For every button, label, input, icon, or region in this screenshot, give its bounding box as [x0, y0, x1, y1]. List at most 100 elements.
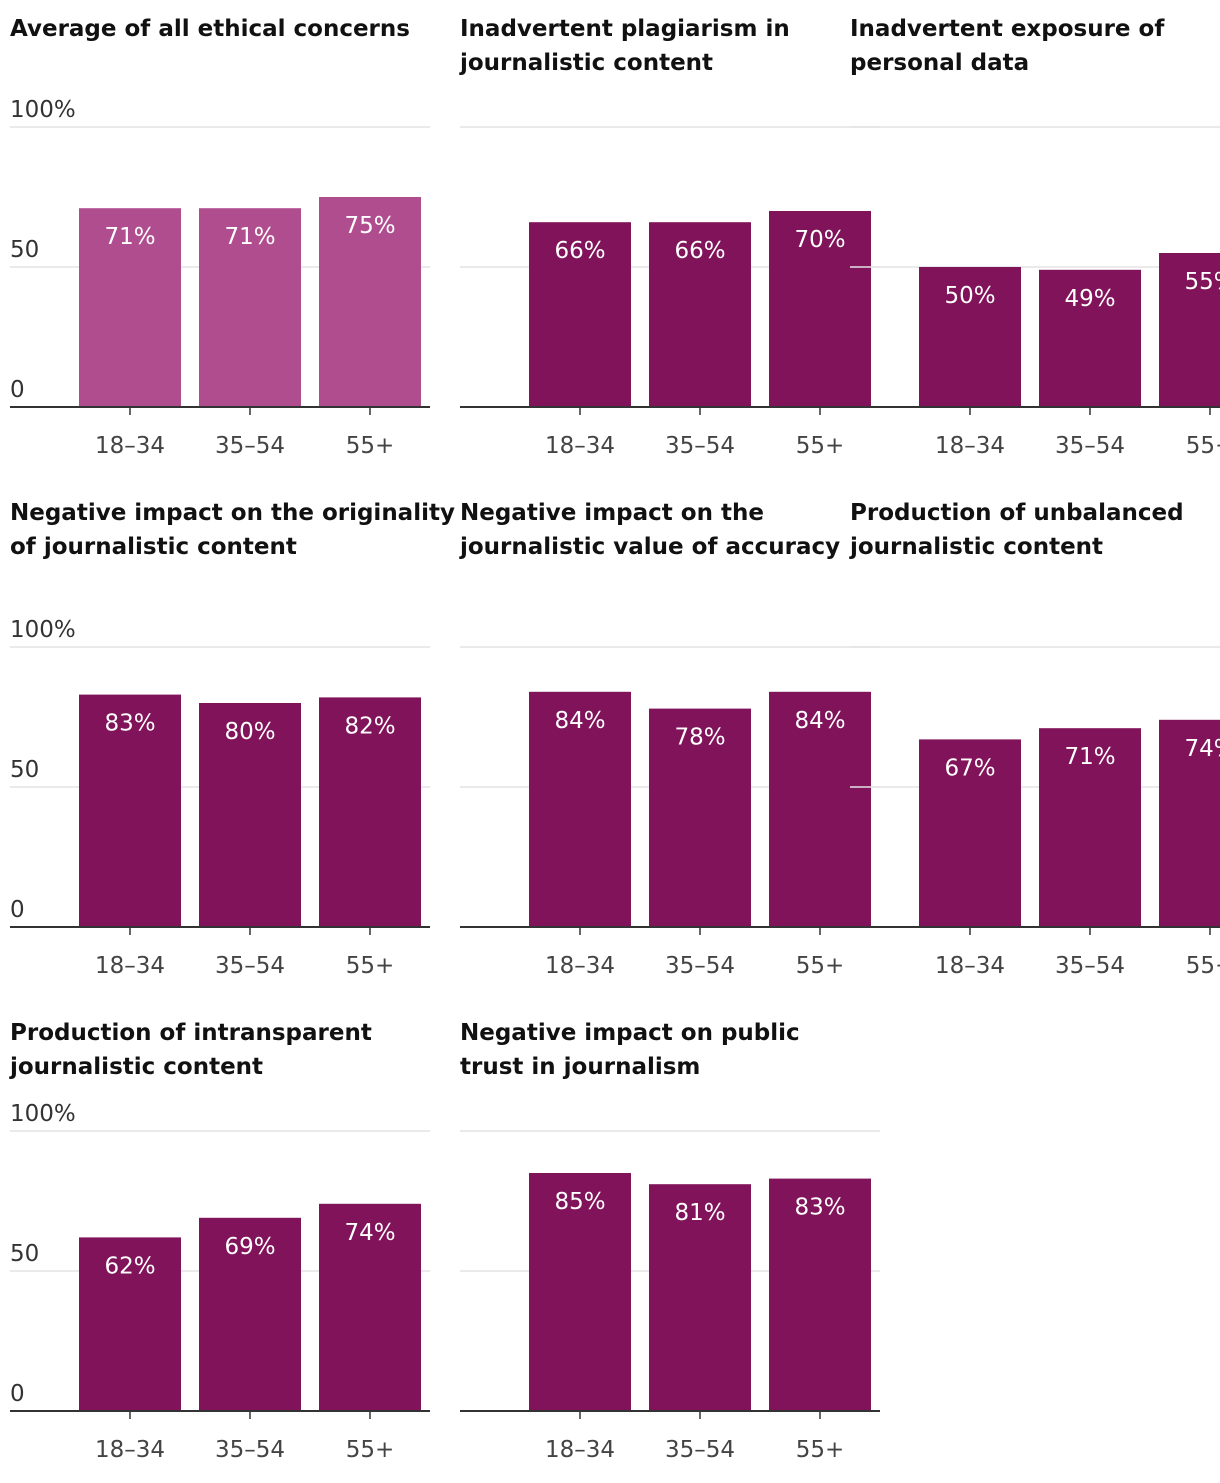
data-label: 50% — [944, 283, 995, 309]
panel-title: journalistic value of accuracy — [459, 534, 840, 560]
bar — [319, 1203, 421, 1411]
x-tick-label: 55+ — [1186, 433, 1220, 459]
chart-panel: Production of unbalanced journalistic con… — [849, 500, 1220, 979]
bar — [529, 691, 631, 927]
data-label: 84% — [794, 708, 845, 734]
x-tick-label: 35–54 — [215, 953, 285, 979]
bar — [769, 691, 871, 927]
bar — [1159, 719, 1220, 927]
x-tick-label: 55+ — [796, 953, 845, 979]
x-tick-label: 35–54 — [665, 433, 735, 459]
chart-panel: Inadvertent exposure of personal data 50% 1… — [850, 16, 1220, 459]
x-tick-label: 18–34 — [95, 433, 165, 459]
bar — [199, 703, 301, 927]
y-tick-label: 0 — [10, 1381, 25, 1407]
panel-title: Negative impact on public — [460, 1020, 800, 1046]
data-label: 81% — [674, 1200, 725, 1226]
panel-title: journalistic content — [849, 534, 1103, 560]
bar — [1039, 269, 1141, 407]
x-tick-label: 55+ — [796, 433, 845, 459]
y-tick-label: 50 — [10, 757, 39, 783]
data-label: 83% — [104, 711, 155, 737]
x-tick-label: 55+ — [346, 953, 395, 979]
panel-title: journalistic content — [9, 1054, 263, 1080]
x-tick-label: 55+ — [346, 433, 395, 459]
data-label: 71% — [1064, 744, 1115, 770]
panel-title: journalistic content — [459, 50, 713, 76]
panel-title: Negative impact on the — [460, 500, 764, 526]
x-tick-label: 55+ — [1186, 953, 1220, 979]
bar — [79, 694, 181, 927]
y-tick-label: 0 — [10, 377, 25, 403]
data-label: 74% — [1184, 736, 1220, 762]
x-tick-label: 35–54 — [665, 953, 735, 979]
y-tick-label: 50 — [10, 1241, 39, 1267]
data-label: 67% — [944, 755, 995, 781]
x-tick-label: 18–34 — [95, 1437, 165, 1463]
x-tick-label: 18–34 — [545, 953, 615, 979]
chart-panel: Negative impact on the originality of jou… — [10, 500, 455, 979]
chart-panel: Negative impact on the journalistic value… — [459, 500, 880, 979]
bar — [319, 197, 421, 407]
bar — [919, 267, 1021, 407]
x-tick-label: 18–34 — [95, 953, 165, 979]
bar — [529, 1173, 631, 1411]
bar — [769, 211, 871, 407]
chart-panel: Inadvertent plagiarism in journalistic co… — [459, 16, 880, 459]
data-label: 62% — [104, 1253, 155, 1279]
y-tick-label: 100% — [10, 617, 76, 643]
data-label: 75% — [344, 213, 395, 239]
y-tick-label: 100% — [10, 1101, 76, 1127]
data-label: 66% — [554, 238, 605, 264]
y-tick-label: 0 — [10, 897, 25, 923]
bar — [649, 708, 751, 927]
x-tick-label: 18–34 — [935, 433, 1005, 459]
x-tick-label: 55+ — [346, 1437, 395, 1463]
data-label: 71% — [104, 224, 155, 250]
panel-title: Production of intransparent — [10, 1020, 372, 1046]
x-tick-label: 35–54 — [1055, 953, 1125, 979]
panel-title: Inadvertent plagiarism in — [460, 16, 790, 42]
data-label: 49% — [1064, 286, 1115, 312]
panel-title: trust in journalism — [460, 1054, 700, 1080]
data-label: 80% — [224, 719, 275, 745]
y-tick-label: 100% — [10, 97, 76, 123]
chart-panel: Average of all ethical concerns 100% 50 0 71… — [10, 16, 430, 459]
bar — [79, 208, 181, 407]
bar — [199, 1217, 301, 1411]
data-label: 85% — [554, 1189, 605, 1215]
data-label: 74% — [344, 1220, 395, 1246]
data-label: 71% — [224, 224, 275, 250]
data-label: 66% — [674, 238, 725, 264]
panel-title: Negative impact on the originality — [10, 500, 455, 526]
x-tick-label: 18–34 — [545, 1437, 615, 1463]
panel-title: Inadvertent exposure of — [850, 16, 1165, 42]
bar — [769, 1178, 871, 1411]
panel-title: Average of all ethical concerns — [10, 16, 410, 42]
x-tick-label: 55+ — [796, 1437, 845, 1463]
data-label: 84% — [554, 708, 605, 734]
bar — [199, 208, 301, 407]
data-label: 83% — [794, 1195, 845, 1221]
data-label: 55% — [1184, 269, 1220, 295]
data-label: 70% — [794, 227, 845, 253]
x-tick-label: 35–54 — [665, 1437, 735, 1463]
y-tick-label: 50 — [10, 237, 39, 263]
bar — [1159, 253, 1220, 407]
bar — [649, 1184, 751, 1411]
x-tick-label: 18–34 — [545, 433, 615, 459]
bar — [919, 739, 1021, 927]
data-label: 78% — [674, 725, 725, 751]
bar — [529, 222, 631, 407]
x-tick-label: 35–54 — [1055, 433, 1125, 459]
bar — [79, 1237, 181, 1411]
x-tick-label: 18–34 — [935, 953, 1005, 979]
panel-title: Production of unbalanced — [850, 500, 1184, 526]
panel-title: personal data — [850, 50, 1029, 76]
chart-panel: Production of intransparent journalistic … — [9, 1020, 430, 1463]
bar — [1039, 728, 1141, 927]
bar — [649, 222, 751, 407]
x-tick-label: 35–54 — [215, 1437, 285, 1463]
x-tick-label: 35–54 — [215, 433, 285, 459]
